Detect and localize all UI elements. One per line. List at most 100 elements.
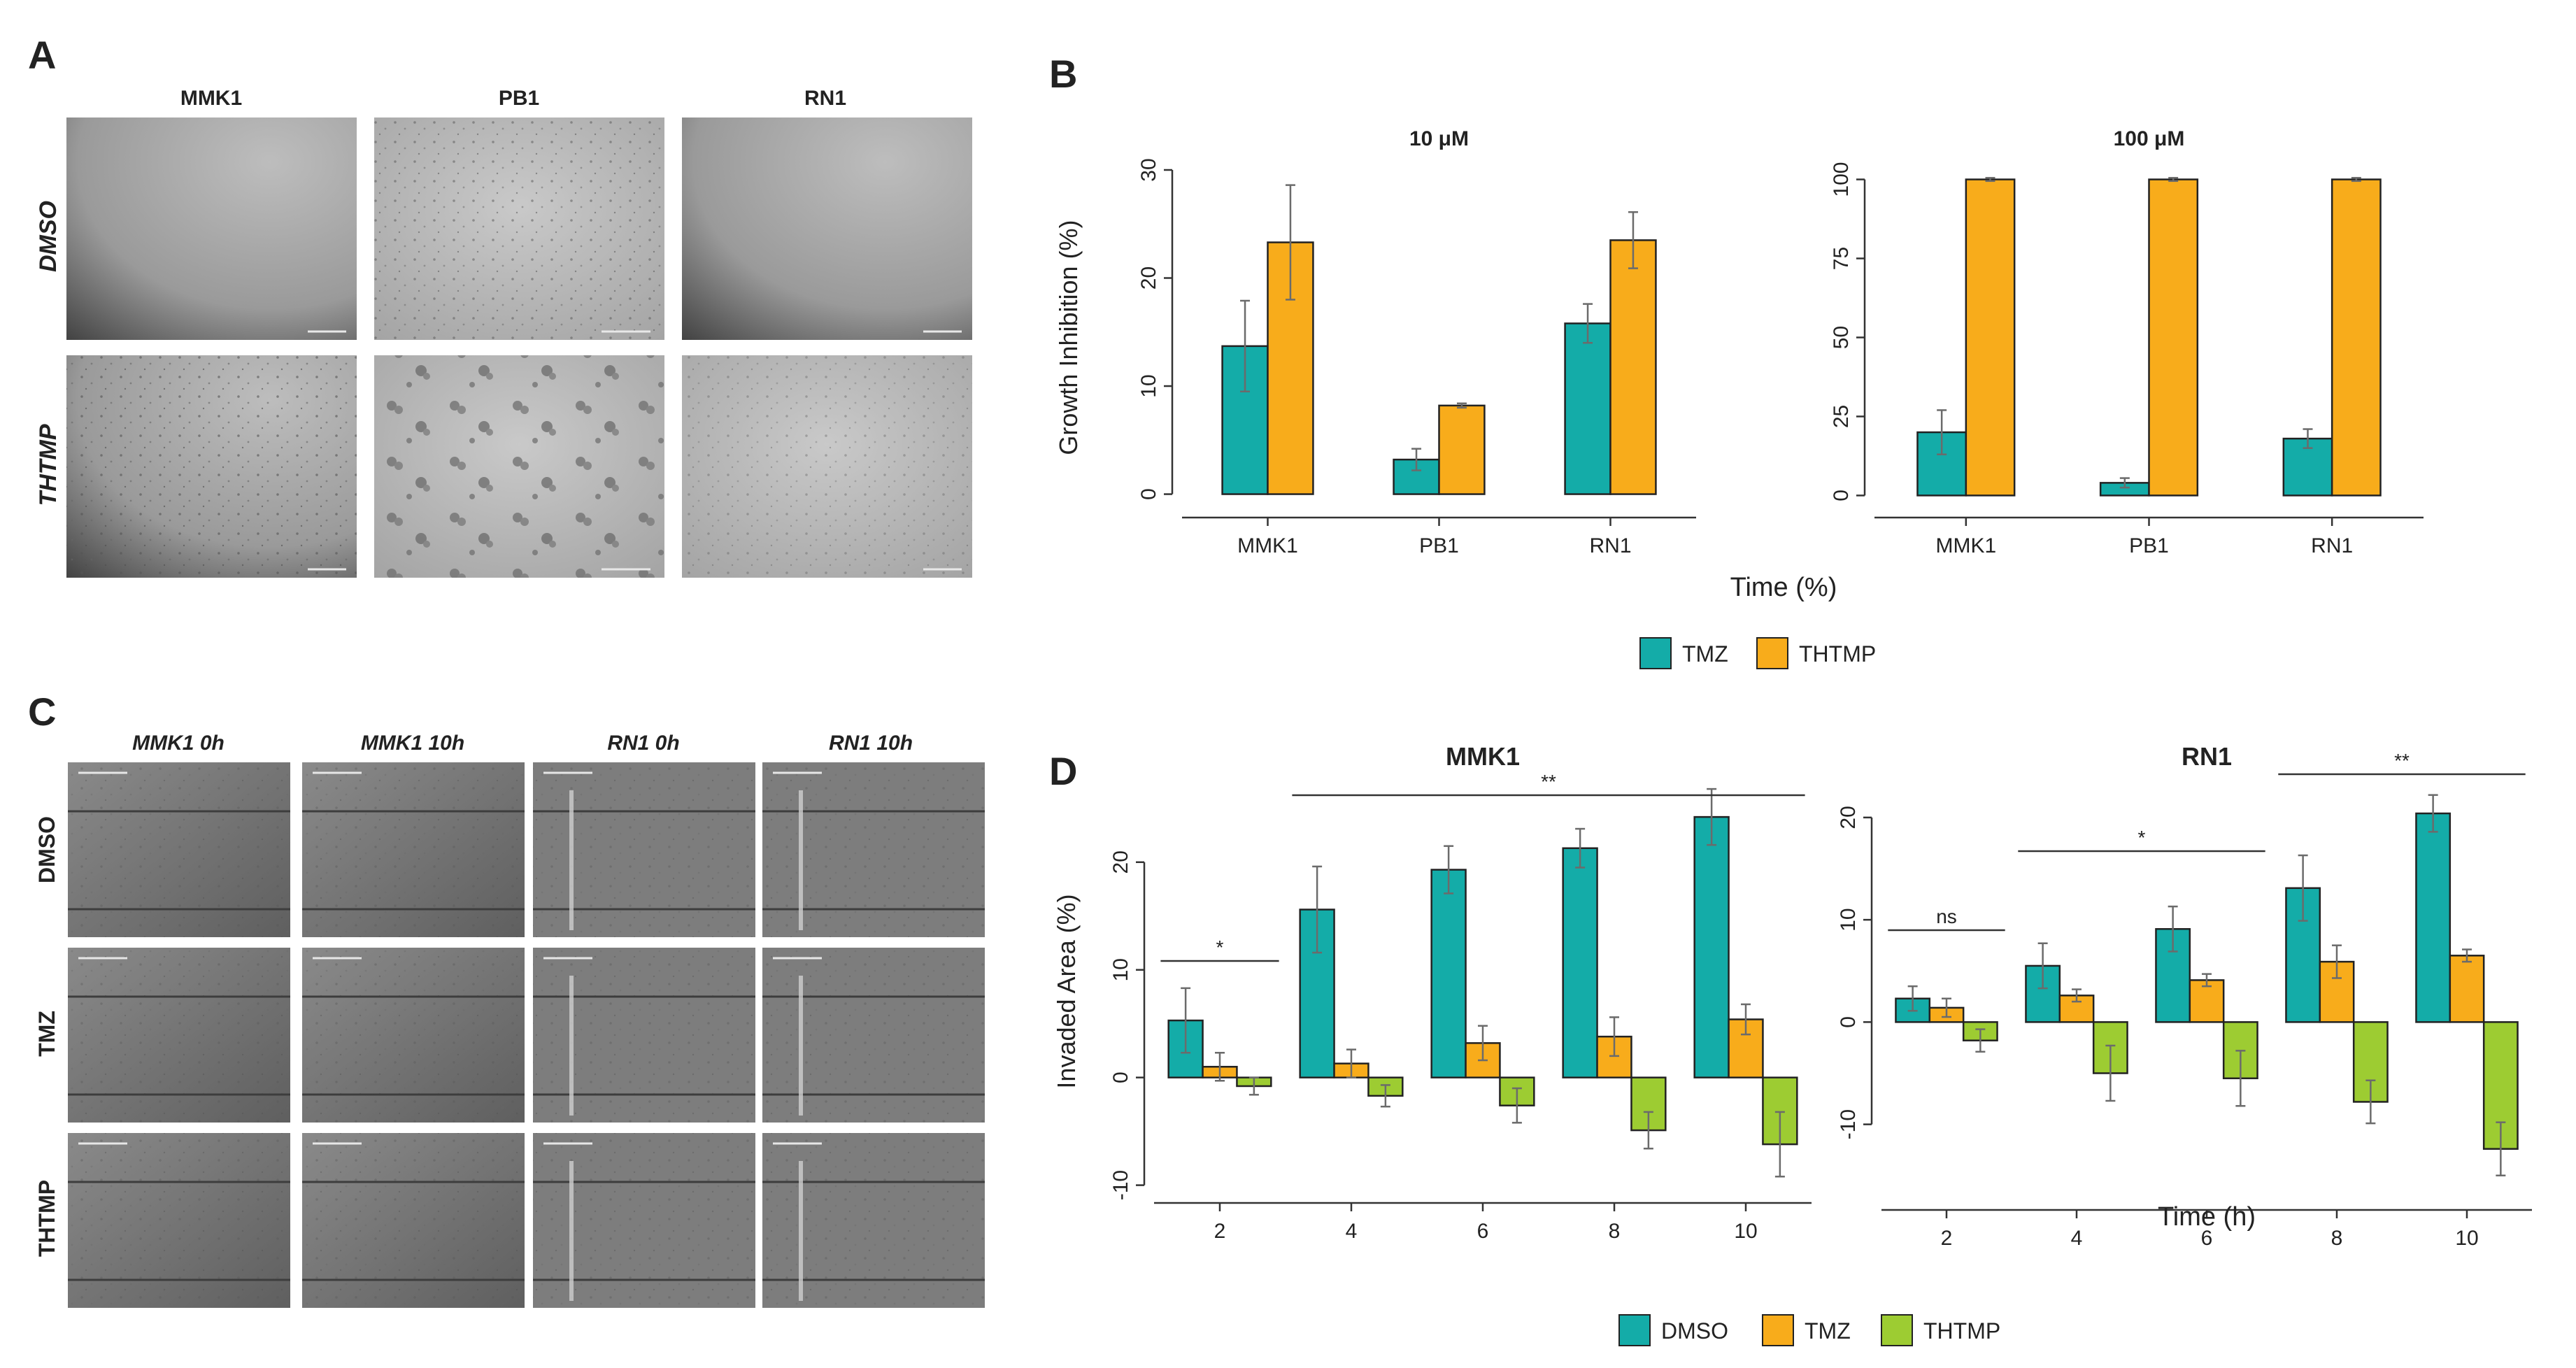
scratch-image-r2-c2	[533, 1133, 755, 1308]
chartD1-significance-label: **	[1541, 771, 1556, 792]
panel-a-row-thtmp: THTMP	[35, 424, 62, 506]
panel-c-col-rn1-0h: RN1 0h	[607, 732, 679, 755]
chartB2-bar-thtmp-pb1	[2148, 178, 2199, 497]
panel-d-x-axis-label: Time (h)	[2158, 1202, 2256, 1232]
legend-swatch-dmso	[1618, 1314, 1651, 1346]
chartB2-bar-thtmp-mmk1	[1965, 178, 2016, 497]
scratch-micrographs	[68, 762, 985, 1308]
chartB1-y-tick-label: 20	[1137, 266, 1160, 290]
chartD1-x-tick-label: 2	[1214, 1220, 1226, 1243]
chartB1-y-tick-label: 10	[1137, 374, 1160, 397]
panel-a-letter: A	[28, 33, 56, 77]
chartB1-title: 10 μM	[1409, 127, 1469, 150]
scratch-image-r1-c1	[302, 948, 525, 1123]
chartB2-y-tick-label: 25	[1830, 405, 1853, 428]
panel-d-letter: D	[1049, 749, 1077, 793]
panel-b-letter: B	[1049, 52, 1077, 96]
chartD2-significance-label: ns	[1936, 906, 1957, 927]
chartD2-bar-tmz-6	[2189, 979, 2225, 1023]
chartD2-title: RN1	[2182, 742, 2232, 771]
chartD1-x-tick-label: 4	[1346, 1220, 1358, 1243]
chartB2-x-tick-label: RN1	[2311, 534, 2353, 557]
chartD1-y-tick-label: 0	[1109, 1071, 1132, 1083]
chartD2-y-tick-label: 10	[1837, 908, 1860, 931]
panel-a-col-pb1: PB1	[499, 87, 539, 110]
panel-a-row-dmso: DMSO	[35, 201, 62, 272]
legend-label-thtmp: THTMP	[1799, 641, 1876, 667]
chartD1-significance-label: *	[1216, 936, 1224, 958]
micrograph-mmk1-dmso	[66, 117, 357, 340]
scratch-image-r2-c1	[302, 1133, 525, 1308]
panel-c-row-tmz: TMZ	[34, 1011, 59, 1057]
micrograph-rn1-thtmp	[682, 355, 972, 578]
scratch-image-r0-c0	[68, 762, 290, 937]
chartB2-x-tick-label: PB1	[2129, 534, 2169, 557]
chartB2-y-tick-label: 50	[1830, 326, 1853, 349]
scratch-image-r0-c3	[762, 762, 985, 937]
panel-c-col-mmk1-10h: MMK1 10h	[361, 732, 464, 755]
chartB1-x-tick-label: MMK1	[1237, 534, 1298, 557]
chartB1-x-tick-label: PB1	[1419, 534, 1459, 557]
chartD2-x-tick-label: 4	[2071, 1227, 2083, 1250]
chartB1-x-tick-label: RN1	[1589, 534, 1631, 557]
legend-swatch-tmz-d	[1762, 1314, 1794, 1346]
scale-bars	[308, 330, 962, 571]
chartD1-x-tick-label: 10	[1734, 1220, 1757, 1243]
chartD1-y-tick-label: -10	[1109, 1170, 1132, 1200]
legend-swatch-tmz	[1639, 637, 1672, 669]
panel-d-legend: DMSO TMZ THTMP	[1618, 1314, 2000, 1346]
panel-a: A MMK1 PB1 RN1 DMSO THTMP	[28, 33, 972, 578]
chartB1-bar-thtmp-pb1	[1438, 404, 1486, 495]
scratch-image-r1-c3	[762, 948, 985, 1123]
chartB2-bar-thtmp-rn1	[2331, 178, 2382, 497]
micrograph-mmk1-thtmp	[66, 355, 357, 578]
chartD2-y-tick-label: -10	[1837, 1109, 1860, 1139]
chartB1-y-label: Growth Inhibition (%)	[1054, 220, 1083, 455]
scratch-image-r2-c3	[762, 1133, 985, 1308]
micrograph-pb1-thtmp	[374, 355, 664, 578]
chartD1-x-tick-label: 8	[1609, 1220, 1621, 1243]
panel-a-col-mmk1: MMK1	[180, 87, 242, 110]
legend-label-dmso: DMSO	[1661, 1318, 1728, 1344]
chart-growth-100um: 100 μM 0 25 50 75 100 MMK1 PB1 RN1	[1830, 127, 2424, 557]
chartD1-bar-dmso-6	[1430, 869, 1467, 1078]
chartD2-y-tick-label: 0	[1837, 1016, 1860, 1028]
chartB2-y-tick-label: 0	[1830, 490, 1853, 501]
chartD2-x-tick-label: 2	[1941, 1227, 1953, 1250]
chartD2-bar-dmso-10	[2415, 812, 2452, 1023]
chartD2-bar-dmso-6	[2155, 928, 2191, 1023]
chartD1-y-label: Invaded Area (%)	[1052, 894, 1081, 1088]
chartB2-y-tick-label: 75	[1830, 247, 1853, 270]
chartB2-x-tick-label: MMK1	[1935, 534, 1996, 557]
chartD2-x-tick-label: 8	[2331, 1227, 2343, 1250]
panel-c: C MMK1 0h MMK1 10h RN1 0h RN1 10h DMSO T…	[28, 690, 985, 1308]
chartD2-y-tick-label: 20	[1837, 806, 1860, 829]
panel-c-row-dmso: DMSO	[34, 816, 59, 883]
scratch-image-r1-c0	[68, 948, 290, 1123]
chartD2-x-tick-label: 10	[2455, 1227, 2478, 1250]
panel-c-col-rn1-10h: RN1 10h	[829, 732, 913, 755]
scratch-image-r0-c1	[302, 762, 525, 937]
panel-a-col-rn1: RN1	[804, 87, 846, 110]
panel-c-col-mmk1-0h: MMK1 0h	[132, 732, 225, 755]
chartB1-bar-tmz-rn1	[1564, 322, 1611, 495]
chartD1-x-tick-label: 6	[1477, 1220, 1489, 1243]
panel-c-letter: C	[28, 690, 56, 734]
panel-b: B 10 μM 0 10 20 30 Growth Inhibition (%) MMK1 P…	[1049, 52, 2424, 669]
chartD1-bar-dmso-8	[1562, 847, 1598, 1078]
micrograph-rn1-dmso	[682, 117, 972, 340]
scratch-image-r1-c2	[533, 948, 755, 1123]
chartD2-bar-tmz-10	[2449, 955, 2485, 1023]
chartB1-y-tick-label: 0	[1137, 488, 1160, 500]
legend-label-thtmp-d: THTMP	[1923, 1318, 2000, 1344]
chartD2-significance-label: *	[2138, 827, 2146, 848]
chartB2-y-tick-label: 100	[1830, 162, 1853, 197]
chartB1-bar-thtmp-rn1	[1609, 239, 1657, 495]
scratch-image-r2-c0	[68, 1133, 290, 1308]
scratch-image-r0-c2	[533, 762, 755, 937]
chart-growth-10um: 10 μM 0 10 20 30 Growth Inhibition (%) MMK1 PB1…	[1054, 127, 1696, 557]
micrograph-pb1-dmso	[374, 117, 664, 340]
legend-label-tmz-d: TMZ	[1805, 1318, 1851, 1344]
